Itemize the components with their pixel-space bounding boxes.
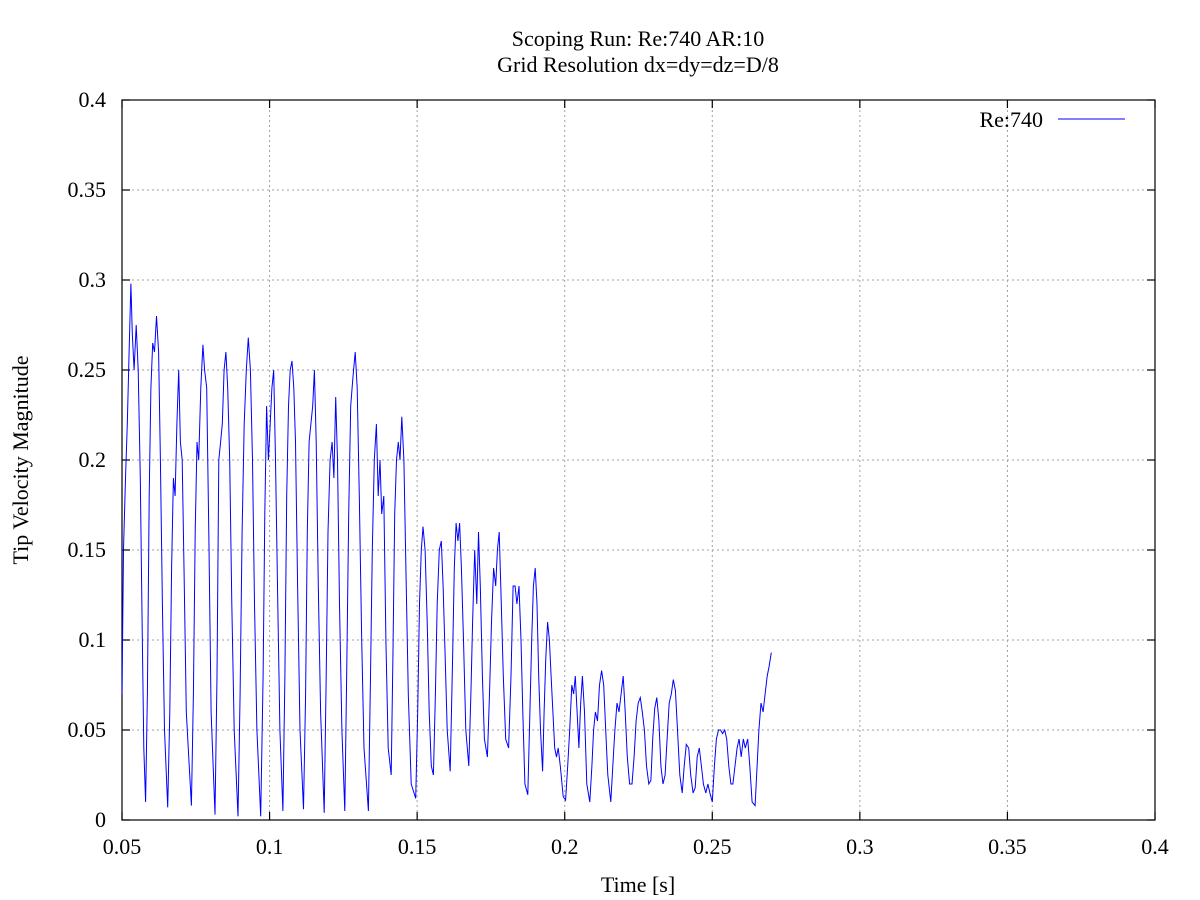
y-tick-label: 0.05 (68, 717, 107, 742)
series-layer (121, 283, 772, 817)
y-tick-label: 0.15 (68, 537, 107, 562)
y-axis-label: Tip Velocity Magnitude (8, 355, 33, 564)
y-tick-label: 0.4 (79, 87, 107, 112)
y-tick-label: 0.1 (79, 627, 107, 652)
x-tick-label: 0.3 (846, 834, 874, 859)
x-tick-label: 0.15 (398, 834, 437, 859)
x-tick-label: 0.25 (693, 834, 732, 859)
y-tick-label: 0.3 (79, 267, 107, 292)
grid (122, 100, 1155, 820)
x-tick-label: 0.05 (103, 834, 142, 859)
chart-subtitle: Grid Resolution dx=dy=dz=D/8 (497, 52, 779, 77)
y-tick-labels: 0 0.05 0.1 0.15 0.2 0.25 0.3 0.35 0.4 (68, 87, 107, 832)
y-tick-label: 0 (95, 807, 106, 832)
x-tick-labels: 0.05 0.1 0.15 0.2 0.25 0.3 0.35 0.4 (103, 834, 1169, 859)
chart-title: Scoping Run: Re:740 AR:10 (512, 26, 764, 51)
y-tick-label: 0.2 (79, 447, 107, 472)
x-tick-label: 0.4 (1141, 834, 1169, 859)
series-line (121, 283, 772, 817)
legend: Re:740 (979, 107, 1125, 132)
x-tick-label: 0.1 (256, 834, 284, 859)
plot-frame (121, 99, 1156, 821)
x-axis-label: Time [s] (601, 872, 675, 897)
x-tick-label: 0.35 (988, 834, 1027, 859)
y-tick-label: 0.25 (68, 357, 107, 382)
y-tick-label: 0.35 (68, 177, 107, 202)
legend-label: Re:740 (979, 107, 1043, 132)
x-tick-label: 0.2 (551, 834, 579, 859)
